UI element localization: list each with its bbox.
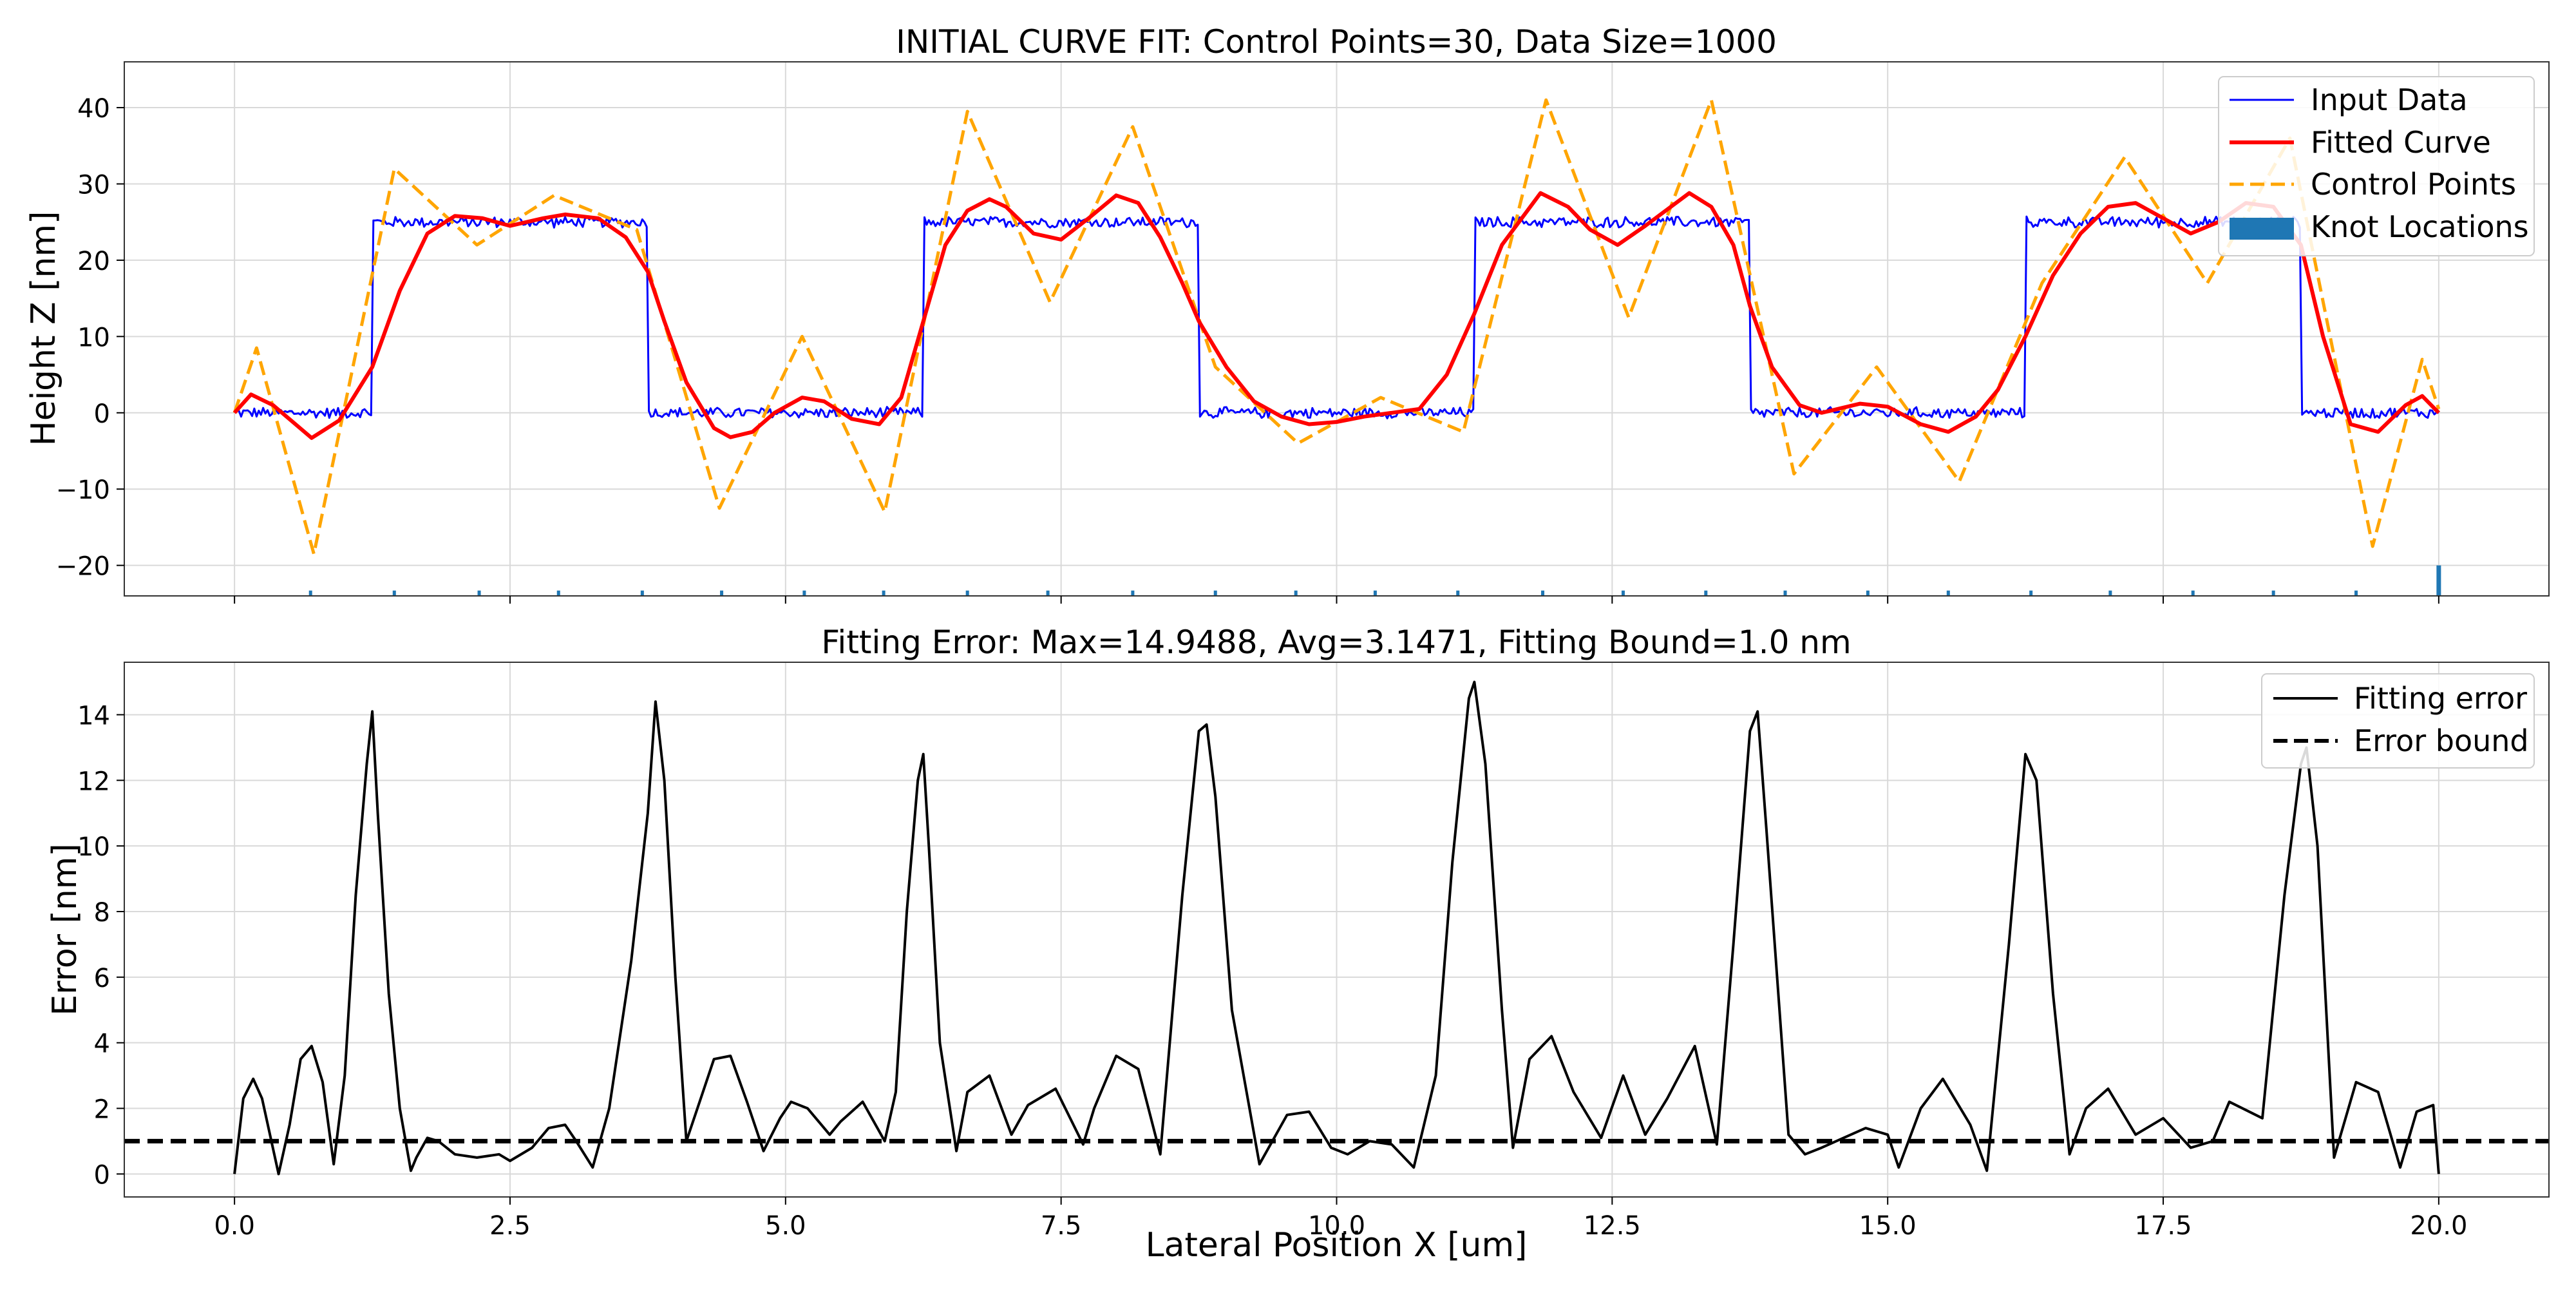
knot-marker (2108, 590, 2112, 596)
bottom-series (124, 680, 2549, 1176)
legend-label-knot-locations: Knot Locations (2311, 209, 2529, 244)
y-tick-label: 40 (77, 94, 110, 124)
x-tick-label: 0.0 (214, 1211, 255, 1241)
panel-height: INITIAL CURVE FIT: Control Points=30, Da… (24, 23, 2550, 604)
top-legend: Input Data Fitted Curve Control Points K… (2218, 76, 2535, 256)
knot-marker (1046, 590, 1050, 596)
x-tick-label: 2.5 (489, 1211, 531, 1241)
y-tick-label: −10 (56, 475, 110, 505)
x-tick-label: 5.0 (765, 1211, 806, 1241)
x-tick-label: 20.0 (2410, 1211, 2467, 1241)
bottom-y-axis-label: Error [nm] (46, 843, 84, 1015)
y-tick-label: 12 (77, 767, 110, 796)
knot-marker (1131, 590, 1135, 596)
x-tick-label: 7.5 (1041, 1211, 1082, 1241)
knot-marker (2029, 590, 2033, 596)
top-x-tick-marks (234, 596, 2439, 604)
y-tick-label: 20 (77, 247, 110, 276)
knot-marker (1866, 590, 1870, 596)
knot-marker (1373, 590, 1377, 596)
knot-marker (2354, 590, 2358, 596)
y-tick-label: 2 (94, 1095, 110, 1125)
knot-marker (882, 590, 886, 596)
y-tick-label: −20 (56, 552, 110, 582)
top-y-ticks: −20 −10 0 10 20 30 40 (56, 94, 124, 582)
knot-marker (1213, 590, 1217, 596)
panel-error: Fitting Error: Max=14.9488, Avg=3.1471, … (46, 624, 2550, 1265)
knot-marker (1704, 590, 1708, 596)
series-input-data (234, 215, 2439, 419)
knot-marker (1294, 590, 1298, 596)
legend-swatch-knot-locations (2230, 218, 2294, 240)
y-tick-label: 30 (77, 170, 110, 200)
top-y-axis-label: Height Z [nm] (24, 211, 63, 446)
knot-marker (640, 590, 644, 596)
legend-label-error-bound: Error bound (2354, 723, 2529, 758)
knot-marker (308, 590, 312, 596)
knot-marker (1783, 590, 1787, 596)
legend-label-control-points: Control Points (2311, 167, 2516, 202)
knot-marker (1541, 590, 1545, 596)
top-series (232, 98, 2441, 556)
y-tick-label: 0 (94, 1160, 110, 1190)
series-fitting-error (233, 680, 2440, 1176)
y-tick-label: 6 (94, 964, 110, 993)
x-axis-label: Lateral Position X [um] (1146, 1226, 1528, 1265)
bottom-chart-title: Fitting Error: Max=14.9488, Avg=3.1471, … (821, 624, 1851, 661)
y-tick-label: 10 (77, 323, 110, 352)
bottom-y-ticks: 0 2 4 6 8 10 12 14 (77, 701, 124, 1190)
knot-marker (556, 590, 560, 596)
legend-label-fitting-error: Fitting error (2354, 681, 2527, 716)
knot-marker (1456, 590, 1460, 596)
knot-marker (1621, 590, 1625, 596)
legend-label-input-data: Input Data (2311, 82, 2468, 117)
top-grid (124, 62, 2549, 596)
y-tick-label: 14 (77, 701, 110, 731)
x-tick-label: 15.0 (1859, 1211, 1917, 1241)
knot-marker (2191, 590, 2195, 596)
top-chart-title: INITIAL CURVE FIT: Control Points=30, Da… (896, 23, 1777, 61)
bottom-x-ticks: 0.0 2.5 5.0 7.5 10.0 12.5 15.0 17.5 20.0 (214, 1197, 2467, 1241)
knot-marker (802, 590, 806, 596)
knot-marker (392, 590, 396, 596)
knot-marker (2271, 590, 2275, 596)
knot-marker (2436, 565, 2441, 596)
bottom-grid (124, 662, 2549, 1197)
x-tick-label: 17.5 (2134, 1211, 2192, 1241)
series-fitted-curve (232, 191, 2441, 440)
x-tick-label: 12.5 (1584, 1211, 1641, 1241)
top-legend-box (2218, 76, 2535, 256)
y-tick-label: 8 (94, 898, 110, 928)
bottom-legend: Fitting error Error bound (2261, 673, 2535, 769)
top-knot-markers (308, 565, 2441, 596)
legend-label-fitted-curve: Fitted Curve (2311, 125, 2491, 160)
y-tick-label: 4 (94, 1029, 110, 1059)
x-tick-label: 10.0 (1308, 1211, 1365, 1241)
knot-marker (477, 590, 481, 596)
y-tick-label: 0 (94, 399, 110, 429)
knot-marker (965, 590, 969, 596)
y-tick-label: 10 (77, 832, 110, 862)
knot-marker (1946, 590, 1950, 596)
knot-marker (720, 590, 724, 596)
